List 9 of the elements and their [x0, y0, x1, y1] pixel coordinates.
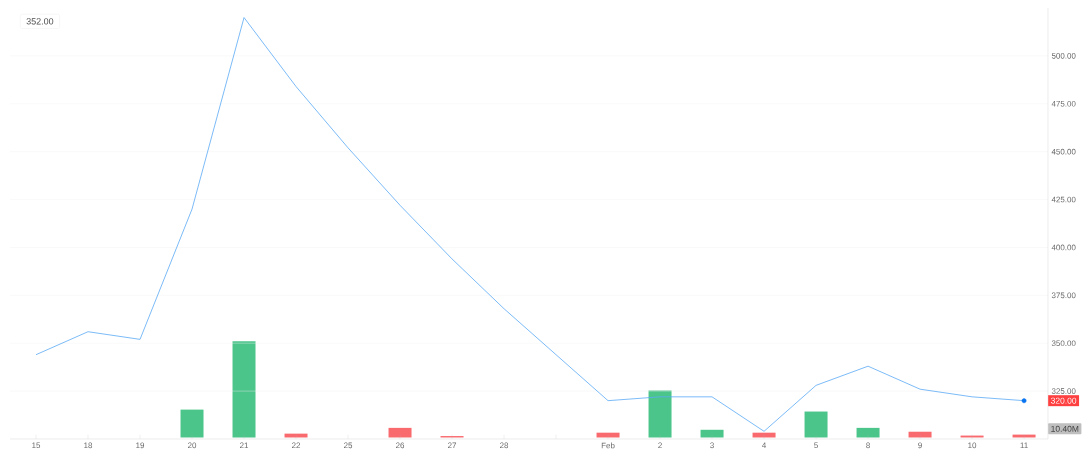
- bar: [180, 409, 204, 438]
- text: 10.40M: [1051, 425, 1079, 432]
- annotation: 352.00: [26, 18, 54, 25]
- text: 320.00: [1050, 397, 1077, 404]
- bar: [856, 427, 880, 438]
- bar: [804, 411, 828, 438]
- bar: [388, 427, 412, 438]
- bar: [232, 341, 256, 438]
- bar: [648, 390, 672, 438]
